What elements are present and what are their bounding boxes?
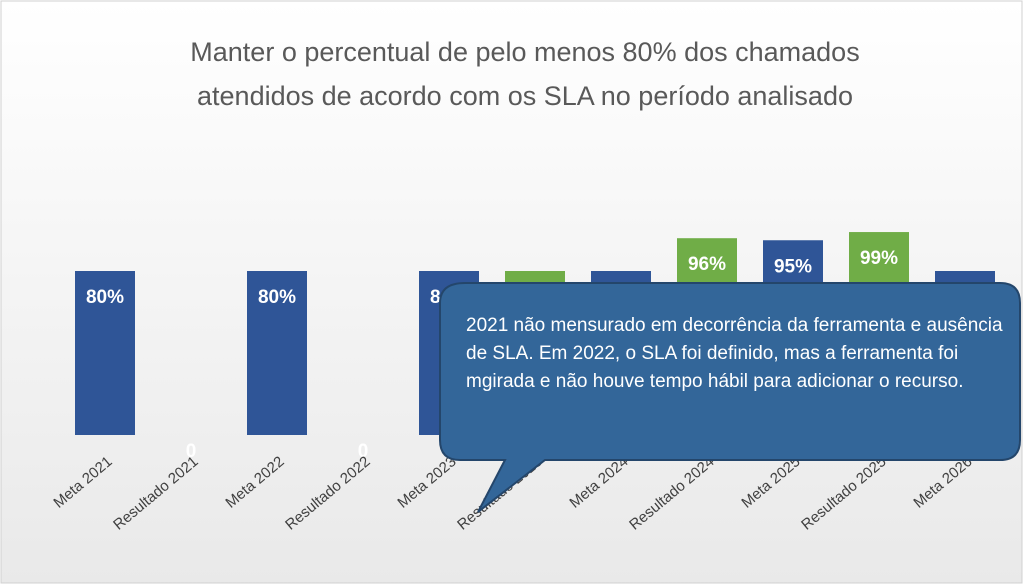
- value-label: 99%: [860, 248, 898, 269]
- chart-title: Manter o percentual de pelo menos 80% do…: [190, 37, 860, 111]
- value-label: 0: [358, 441, 369, 462]
- callout: [439, 282, 1021, 513]
- value-label: 96%: [688, 254, 726, 275]
- bar: [247, 271, 307, 435]
- value-label: 80%: [258, 287, 296, 308]
- value-label: 95%: [774, 256, 812, 277]
- callout-text: 2021 não mensurado em decorrência da fer…: [466, 315, 1003, 392]
- bar: [75, 271, 135, 435]
- value-label: 80%: [86, 287, 124, 308]
- value-label: 0: [186, 441, 197, 462]
